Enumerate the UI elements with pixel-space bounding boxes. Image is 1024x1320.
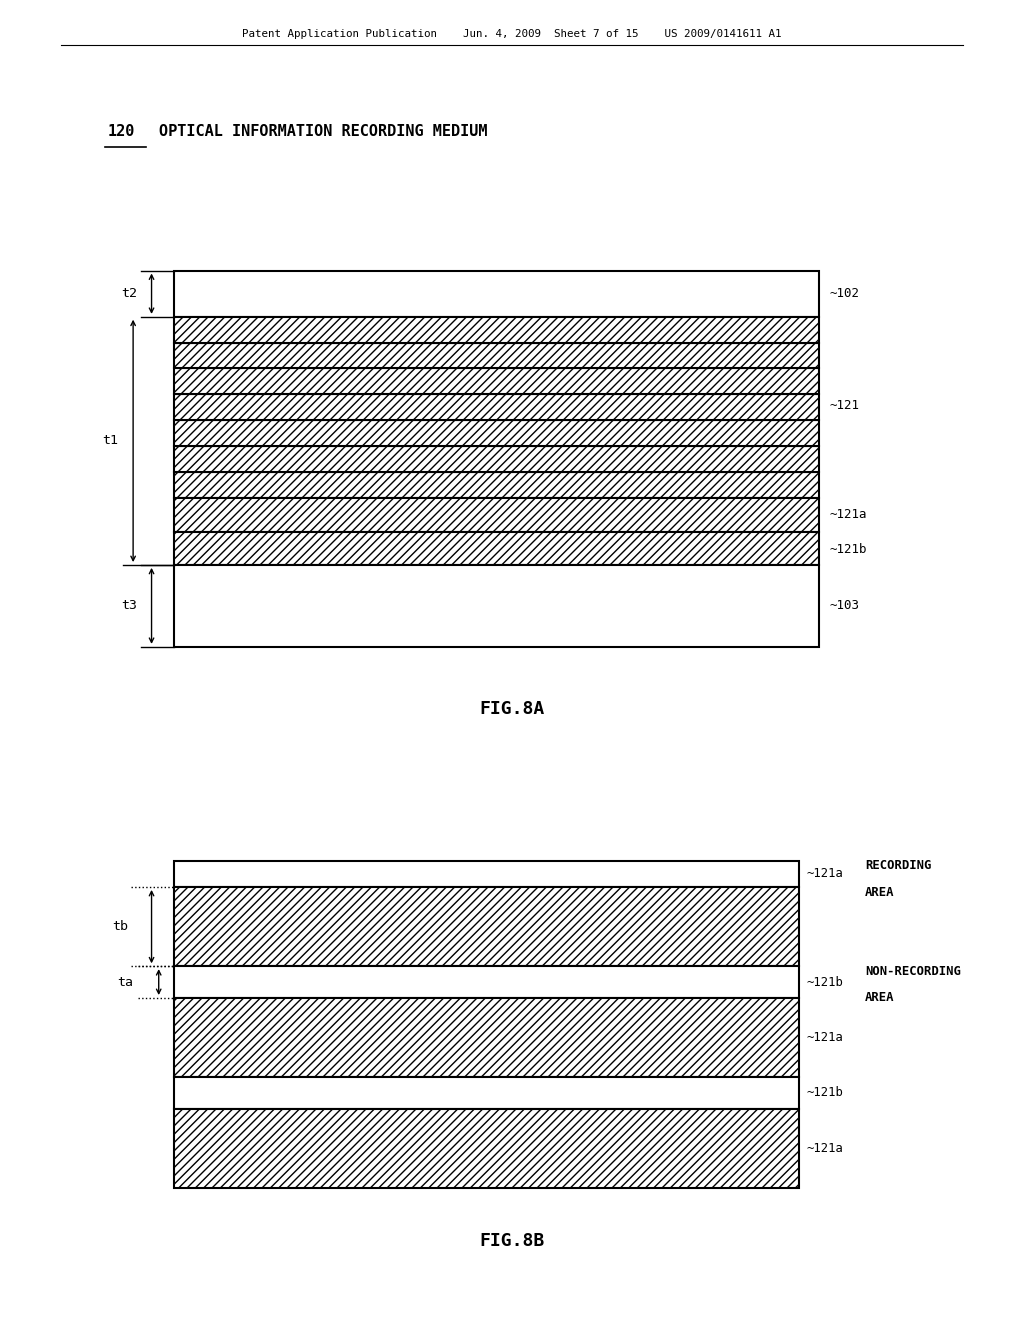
Bar (174, 887, 799, 966)
Bar (174, 420, 819, 446)
Bar (174, 395, 819, 420)
Text: tb: tb (112, 920, 128, 933)
Bar (174, 420, 819, 446)
Text: ~121a: ~121a (807, 867, 844, 880)
Bar (174, 1109, 799, 1188)
Bar (174, 966, 799, 998)
Text: ~121: ~121 (829, 399, 859, 412)
Text: OPTICAL INFORMATION RECORDING MEDIUM: OPTICAL INFORMATION RECORDING MEDIUM (159, 124, 487, 140)
Text: t2: t2 (121, 288, 137, 300)
Bar (174, 317, 819, 343)
Text: ~103: ~103 (829, 599, 859, 612)
Bar (174, 498, 819, 532)
Bar (174, 368, 819, 395)
Text: AREA: AREA (865, 886, 895, 899)
Bar (174, 446, 819, 471)
Text: FIG.8A: FIG.8A (479, 700, 545, 718)
Text: ~102: ~102 (829, 286, 859, 300)
Text: ~121b: ~121b (829, 543, 867, 556)
Text: ~121a: ~121a (829, 508, 867, 521)
Bar (174, 368, 819, 395)
Bar (174, 887, 799, 966)
Bar (174, 532, 819, 565)
Text: t3: t3 (121, 599, 137, 612)
Bar (174, 1109, 799, 1188)
Bar (174, 471, 819, 498)
Text: ~121a: ~121a (807, 1031, 844, 1044)
Text: NON-RECORDING: NON-RECORDING (865, 965, 962, 978)
Bar (174, 998, 799, 1077)
Text: FIG.8B: FIG.8B (479, 1232, 545, 1250)
Bar (174, 532, 819, 565)
Bar (174, 271, 819, 317)
Bar (174, 343, 819, 368)
Bar (174, 471, 819, 498)
Text: ta: ta (117, 975, 133, 989)
Text: t1: t1 (102, 434, 119, 447)
Text: ~121b: ~121b (807, 975, 844, 989)
Bar (174, 498, 819, 532)
Bar (174, 446, 819, 471)
Text: 120: 120 (108, 124, 135, 140)
Text: ~121b: ~121b (807, 1086, 844, 1100)
Bar (174, 1077, 799, 1109)
Bar (174, 998, 799, 1077)
Text: ~121a: ~121a (807, 1142, 844, 1155)
Text: Patent Application Publication    Jun. 4, 2009  Sheet 7 of 15    US 2009/0141611: Patent Application Publication Jun. 4, 2… (243, 29, 781, 40)
Bar (174, 565, 819, 647)
Bar (174, 395, 819, 420)
Bar (174, 343, 819, 368)
Bar (174, 317, 819, 343)
Text: RECORDING: RECORDING (865, 859, 932, 873)
Bar (174, 861, 799, 887)
Text: AREA: AREA (865, 991, 895, 1005)
